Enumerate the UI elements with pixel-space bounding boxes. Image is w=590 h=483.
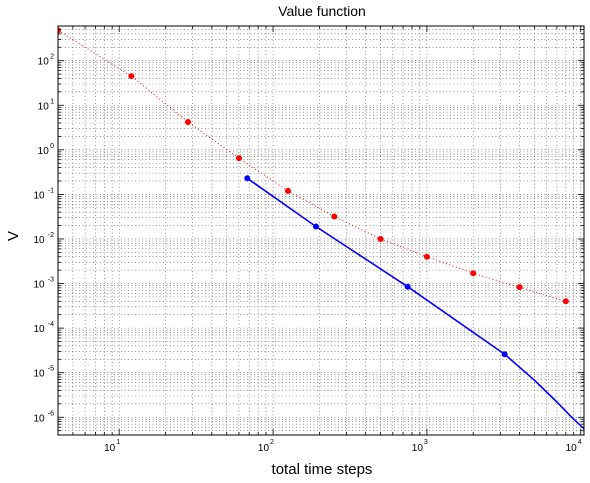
y-tick-label: 10 (33, 324, 45, 335)
y-tick-label: 10 (33, 280, 45, 291)
x-tick-exponent: 2 (270, 439, 274, 446)
y-tick-exponent: 1 (50, 98, 54, 105)
y-tick-label: 10 (38, 57, 50, 68)
grid-lines (58, 26, 584, 435)
y-tick-label: 10 (33, 369, 45, 380)
y-tick-label: 10 (33, 235, 45, 246)
series-1-point (516, 284, 523, 291)
series-2-line (246, 177, 584, 430)
series-1-point (377, 235, 384, 242)
y-tick-label: 10 (38, 101, 50, 112)
series-1-point (284, 187, 291, 194)
series-layer (58, 27, 584, 430)
series-1-point (128, 73, 135, 80)
x-tick-exponent: 1 (116, 439, 120, 446)
x-tick-exponent: 3 (424, 439, 428, 446)
y-tick-exponent: 2 (50, 54, 54, 61)
series-1-point (235, 155, 242, 162)
series-2-point (501, 351, 508, 358)
series-1-point (331, 213, 338, 220)
tick-marks (58, 26, 584, 435)
y-tick-label: 10 (33, 413, 45, 424)
series-2-point (404, 283, 411, 290)
x-tick-label: 10 (412, 443, 424, 454)
x-axis-label: total time steps (272, 461, 373, 478)
y-tick-label: 10 (38, 146, 50, 157)
y-tick-exponent: -5 (48, 366, 54, 373)
y-tick-exponent: -1 (48, 187, 54, 194)
series-1-point (423, 253, 430, 260)
series-2-point (312, 223, 319, 230)
series-2-point (244, 175, 251, 182)
y-tick-exponent: 0 (50, 143, 54, 150)
plot-frame (57, 25, 585, 436)
series-1-point (58, 27, 61, 34)
y-tick-exponent: -2 (48, 232, 54, 239)
x-tick-label: 10 (104, 443, 116, 454)
chart-title: Value function (278, 3, 366, 19)
series-1-point (562, 298, 569, 305)
y-tick-exponent: -4 (48, 321, 54, 328)
tick-labels: 101102103104210110010-110-210-310-410-51… (33, 54, 581, 454)
y-axis-label: V (5, 231, 22, 241)
series-1-line (58, 29, 566, 302)
y-tick-label: 10 (33, 190, 45, 201)
x-tick-exponent: 4 (578, 439, 582, 446)
y-tick-exponent: -3 (48, 277, 54, 284)
series-1-point (185, 119, 192, 126)
series-1-point (470, 270, 477, 277)
y-tick-exponent: -6 (48, 410, 54, 417)
x-tick-label: 10 (566, 443, 578, 454)
x-tick-label: 10 (258, 443, 270, 454)
